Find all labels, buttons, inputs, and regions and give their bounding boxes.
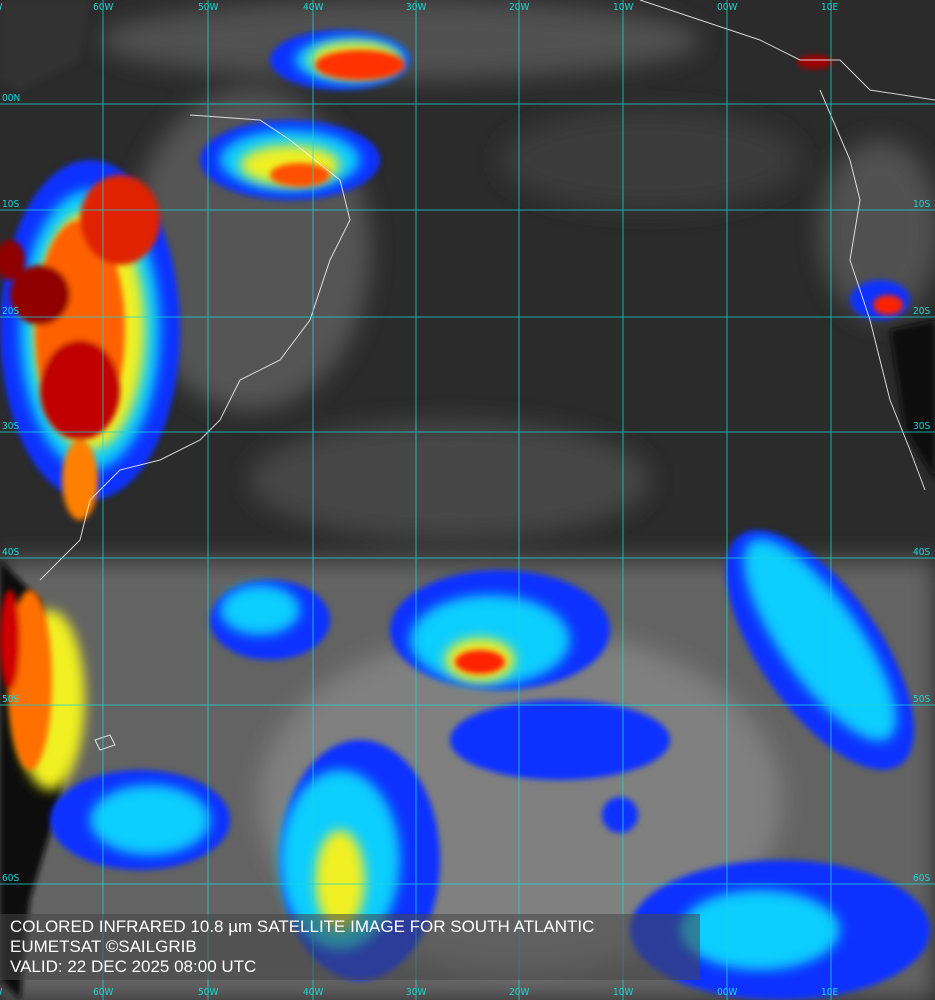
caption-title: COLORED INFRARED 10.8 µm SATELLITE IMAGE…	[10, 917, 595, 936]
caption-source: EUMETSAT ©SAILGRIB	[10, 937, 197, 956]
caption-valid-time: VALID: 22 DEC 2025 08:00 UTC	[10, 957, 257, 976]
caption-box: COLORED INFRARED 10.8 µm SATELLITE IMAGE…	[0, 914, 700, 980]
right-latitude-label: 10S	[913, 199, 931, 210]
right-latitude-label: 60S	[913, 873, 931, 884]
top-longitude-label: 30W	[406, 2, 427, 13]
bottom-longitude-label: 70W	[0, 988, 2, 998]
top-longitude-label: 20W	[509, 2, 530, 13]
bottom-longitude-label: 40W	[303, 987, 324, 998]
bottom-longitude-label: 50W	[198, 987, 219, 998]
left-latitude-label: 50S	[2, 694, 20, 705]
left-latitude-label: 30S	[2, 421, 20, 432]
coastlines	[39, 0, 935, 751]
right-latitude-label: 20S	[913, 306, 931, 317]
left-latitude-label: 00N	[2, 93, 21, 104]
top-longitude-label: 10W	[613, 2, 634, 13]
bottom-longitude-label: 20W	[509, 987, 530, 998]
left-latitude-label: 20S	[2, 306, 20, 317]
top-longitude-label: 50W	[198, 2, 219, 13]
bottom-longitude-label: 00W	[717, 987, 738, 998]
left-latitude-label: 60S	[2, 873, 20, 884]
cloud-orange-red	[0, 50, 903, 770]
right-latitude-label: 40S	[913, 547, 931, 558]
right-latitude-label: 50S	[913, 694, 931, 705]
top-longitude-label: 60W	[93, 2, 114, 13]
top-longitude-label: 00W	[717, 2, 738, 13]
top-longitude-label: 40W	[303, 2, 324, 13]
bottom-longitude-label: 10W	[613, 987, 634, 998]
bottom-longitude-label: 30W	[406, 987, 427, 998]
top-longitude-label: 10E	[821, 2, 839, 13]
left-latitude-label: 40S	[2, 547, 20, 558]
right-latitude-label: 30S	[913, 421, 931, 432]
bottom-longitude-label: 10E	[821, 987, 839, 998]
left-latitude-label: 10S	[2, 199, 20, 210]
bottom-longitude-label: 60W	[93, 987, 114, 998]
top-longitude-label: 70W	[0, 3, 2, 13]
